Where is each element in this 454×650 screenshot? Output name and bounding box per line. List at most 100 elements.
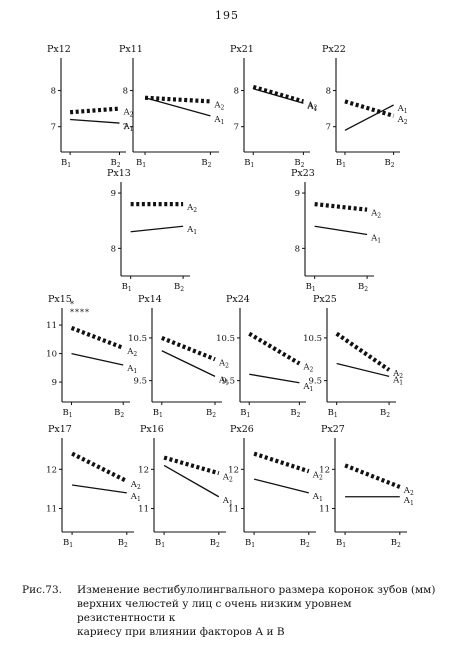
series-line-a2: [314, 202, 368, 212]
series-label-subscript: 1: [221, 119, 225, 126]
x-tick-label: B1: [155, 538, 165, 549]
y-tick-label: 12: [228, 465, 239, 475]
series-label-subscript: 2: [229, 476, 233, 483]
series-line-a1: [249, 373, 300, 384]
series-label-subscript: 2: [310, 367, 314, 374]
x-tick-label: B2: [118, 538, 128, 549]
series-label-subscript: 1: [399, 379, 403, 386]
series-label-a2: A2: [222, 472, 233, 483]
y-tick-label: 8: [123, 87, 128, 97]
series-label-subscript: 1: [133, 368, 137, 375]
x-tick-subscript: 2: [364, 286, 368, 293]
chart-title: Px26: [230, 424, 254, 435]
x-tick-subscript: 1: [246, 412, 250, 419]
x-tick-subscript: 1: [142, 162, 146, 169]
x-tick-label: B1: [328, 408, 338, 419]
x-tick-label: B1: [63, 538, 73, 549]
series-label-a1: A1: [403, 496, 414, 507]
x-tick-subscript: 1: [69, 542, 73, 549]
series-label-a1: A1: [126, 364, 137, 375]
caption-line-2: верхних челюстей у лиц с очень низким ур…: [77, 598, 352, 624]
series-label-a2: A2: [186, 203, 197, 214]
chart-title: Px12: [47, 44, 71, 55]
series-line-a1: [70, 118, 120, 124]
y-tick-label: 12: [138, 465, 149, 475]
series-label-a1: A1: [222, 496, 233, 507]
series-label-subscript: 1: [130, 126, 134, 133]
y-tick-label: 8: [111, 244, 116, 254]
x-tick-label: B1: [122, 282, 132, 293]
page-number: 195: [215, 9, 239, 22]
x-tick-label: B1: [244, 158, 254, 169]
series-label-subscript: 1: [314, 106, 318, 113]
series-label-subscript: 1: [377, 238, 381, 245]
series-line-a1: [253, 88, 304, 104]
x-tick-subscript: 2: [391, 162, 395, 169]
chart-title: Px11: [119, 44, 143, 55]
series-label-a2: A2: [403, 486, 414, 497]
x-tick-label: B2: [391, 538, 401, 549]
series-label-a2: A2: [306, 100, 317, 111]
y-tick-label: 11: [228, 505, 239, 515]
series-label-subscript: 2: [319, 474, 323, 481]
caption-line-1: Изменение вестибулолингвального размера …: [77, 584, 436, 596]
chart-px12: Px12 7 8 B1 B2 A2 A1: [47, 44, 134, 169]
series-label-subscript: 1: [404, 108, 408, 115]
y-tick-label: 8: [295, 244, 300, 254]
series-line-a2: [248, 331, 301, 366]
series-line-a2: [253, 451, 310, 474]
x-tick-label: B1: [245, 538, 255, 549]
x-tick-subscript: 2: [208, 162, 212, 169]
series-label-subscript: 1: [225, 379, 229, 386]
series-label-a2: A2: [392, 369, 403, 380]
chart-title: Px17: [48, 424, 72, 435]
chart-px24: Px24 9.5 10.5 B1 B2 A2 A1: [216, 294, 313, 419]
y-tick-label: 8: [234, 87, 239, 97]
chart-annotation: ****: [70, 308, 90, 317]
series-line-a1: [314, 225, 368, 236]
x-tick-subscript: 2: [120, 412, 124, 419]
x-tick-subscript: 1: [159, 412, 163, 419]
series-line-a2: [252, 84, 304, 104]
x-tick-subscript: 2: [180, 286, 184, 293]
x-tick-label: B2: [385, 158, 395, 169]
x-tick-label: B2: [294, 158, 304, 169]
x-tick-subscript: 2: [216, 542, 220, 549]
y-tick-label: 11: [46, 505, 57, 515]
x-tick-label: B2: [358, 282, 368, 293]
series-line-a2: [335, 331, 391, 372]
series-label-subscript: 1: [310, 386, 314, 393]
x-tick-label: B2: [174, 282, 184, 293]
series-line-a2: [163, 455, 220, 476]
series-line-a2: [344, 463, 401, 489]
x-tick-label: B1: [61, 158, 71, 169]
x-tick-subscript: 1: [250, 162, 254, 169]
x-tick-label: B1: [306, 282, 316, 293]
caption-line-3: кариесу при влиянии факторов А и В: [77, 626, 285, 638]
series-label-a1: A1: [130, 492, 141, 503]
series-label-a2: A2: [302, 363, 313, 374]
series-label-a1: A1: [218, 375, 229, 386]
y-tick-label: 8: [51, 87, 56, 97]
chart-title: Px27: [321, 424, 345, 435]
y-tick-label: 9.5: [221, 377, 235, 387]
series-label-a1: A1: [123, 122, 134, 133]
series-label-a2: A2: [123, 108, 134, 119]
x-tick-label: B2: [300, 538, 310, 549]
series-label-subscript: 2: [193, 207, 197, 214]
series-line-a1: [253, 478, 309, 494]
series-label-a1: A1: [306, 102, 317, 113]
series-line-a2: [344, 99, 395, 118]
chart-px23: Px23 8 9 B1 B2 A2 A1: [291, 168, 381, 293]
series-label-a2: A2: [130, 480, 141, 491]
x-tick-subscript: 2: [212, 412, 216, 419]
series-label-subscript: 2: [137, 484, 141, 491]
y-tick-label: 9: [111, 189, 116, 199]
series-line-a1: [161, 350, 216, 377]
chart-title: Px25: [313, 294, 337, 305]
